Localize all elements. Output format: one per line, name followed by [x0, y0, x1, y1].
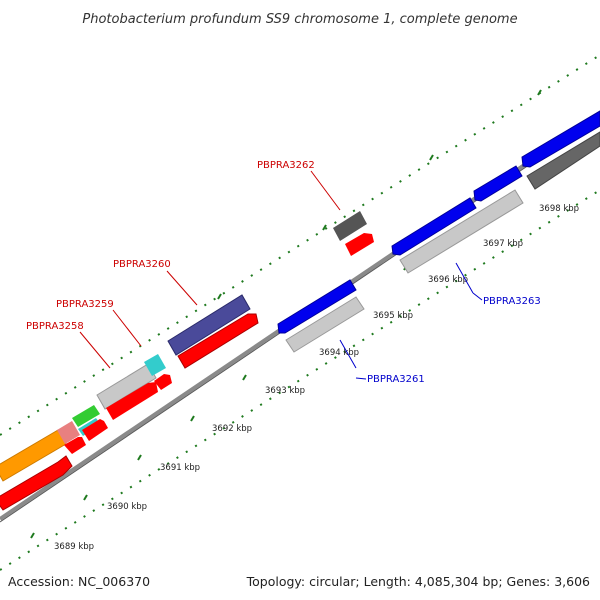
cds-arrow-reverse	[521, 110, 600, 168]
gene-box-light-grey	[285, 296, 365, 353]
cds-arrow	[0, 455, 73, 511]
tick-label: 3689 kbp	[54, 542, 94, 552]
gene-box-dark-grey	[526, 131, 600, 190]
kbp-labels: 3689 kbp 3690 kbp 3691 kbp 3692 kbp 3693…	[54, 204, 579, 552]
major-ticks	[30, 89, 542, 539]
gene-box-pink	[57, 421, 80, 444]
gene-label-reverse: PBPRA3261	[367, 374, 425, 385]
gene-box-slate	[167, 294, 251, 356]
accession-text: Accession: NC_006370	[8, 574, 150, 589]
cds-arrow	[177, 313, 259, 369]
tick-label: 3696 kbp	[428, 275, 468, 285]
cds-arrow	[106, 382, 158, 420]
gene-label-forward: PBPRA3258	[26, 321, 84, 332]
genome-summary-text: Topology: circular; Length: 4,085,304 bp…	[246, 574, 590, 589]
tick-label: 3692 kbp	[212, 424, 252, 434]
gene-box-light-grey	[96, 363, 157, 410]
tick-label: 3691 kbp	[160, 463, 200, 473]
gene-labels: PBPRA3258 PBPRA3259 PBPRA3260 PBPRA3262 …	[26, 160, 541, 385]
tick-label: 3698 kbp	[539, 204, 579, 214]
gene-box-light-grey	[399, 189, 524, 274]
gene-box-green	[72, 405, 100, 427]
cds-arrow	[154, 374, 172, 390]
tick-label: 3693 kbp	[265, 386, 305, 396]
tick-label: 3697 kbp	[483, 239, 523, 249]
gene-label-forward: PBPRA3262	[257, 160, 315, 171]
reverse-strand-features	[277, 110, 600, 353]
map-title: Photobacterium profundum SS9 chromosome …	[82, 12, 517, 27]
cds-arrow	[345, 233, 374, 256]
gene-label-forward: PBPRA3260	[113, 259, 171, 270]
gene-box-cyan	[144, 354, 166, 376]
tick-label: 3694 kbp	[319, 348, 359, 358]
cds-arrow	[64, 437, 86, 454]
cds-arrow-reverse	[277, 279, 357, 334]
cds-arrow-reverse	[473, 165, 523, 202]
tick-label: 3690 kbp	[107, 502, 147, 512]
gene-label-reverse: PBPRA3263	[483, 296, 541, 307]
gene-box-dark-grey	[333, 211, 367, 241]
forward-strand-features	[0, 211, 374, 511]
label-leaders	[79, 170, 483, 380]
gene-label-forward: PBPRA3259	[56, 299, 114, 310]
tick-label: 3695 kbp	[373, 311, 413, 321]
cds-arrow	[82, 419, 108, 441]
cds-arrow-reverse	[391, 197, 477, 256]
